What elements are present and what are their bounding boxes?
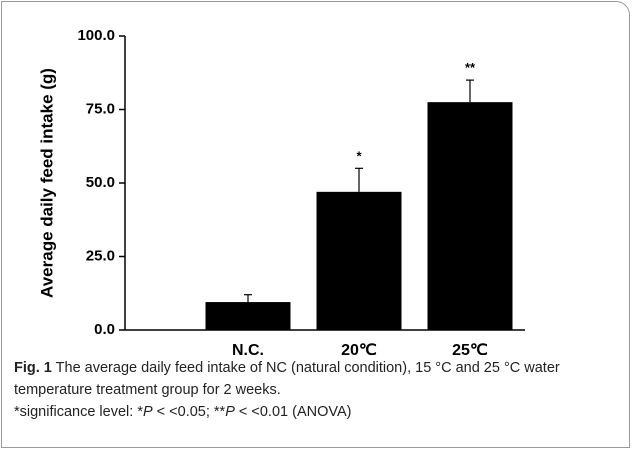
chart: Average daily feed intake (g) 0.0 25.0 50.… [37,27,525,355]
x-tick-label: 20℃ [341,342,377,355]
caption-note-part: < <0.01 (ANOVA) [234,404,352,420]
x-tick-label: 25℃ [452,342,488,355]
caption-note-part: P [142,404,153,420]
caption-note-part: < <0.05; ** [152,404,226,420]
y-tick-label: 75.0 [86,100,115,117]
caption-text: The average daily feed intake of NC (nat… [14,360,560,398]
y-tick-label: 0.0 [94,321,115,338]
caption: Fig. 1 The average daily feed intake of … [14,357,619,423]
significance-label: * [356,148,362,163]
y-tick-label: 100.0 [77,27,115,44]
caption-note: *significance level: *P < <0.05; **P < <… [14,404,351,420]
bar [427,102,513,331]
caption-label: Fig. 1 [14,360,52,376]
bar [205,302,291,330]
caption-note-part: *significance level: * [14,404,143,420]
significance-label: ** [465,60,476,75]
y-axis-label: Average daily feed intake (g) [37,68,56,298]
caption-note-part: P [225,404,235,420]
y-tick-label: 25.0 [86,247,115,264]
x-tick-label: N.C. [232,342,264,355]
bar [316,191,402,330]
y-tick-label: 50.0 [86,174,115,191]
